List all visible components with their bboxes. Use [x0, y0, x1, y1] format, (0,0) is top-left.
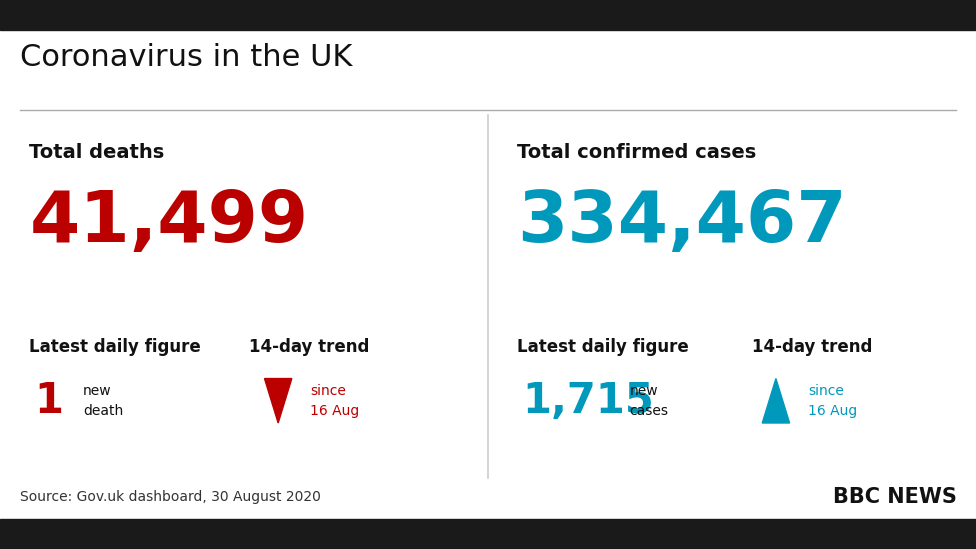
Text: new
death: new death — [83, 384, 123, 418]
Polygon shape — [264, 379, 292, 423]
Text: 334,467: 334,467 — [517, 188, 847, 257]
Text: Total confirmed cases: Total confirmed cases — [517, 143, 756, 162]
Text: since
16 Aug: since 16 Aug — [310, 384, 359, 418]
Text: Source: Gov.uk dashboard, 30 August 2020: Source: Gov.uk dashboard, 30 August 2020 — [20, 490, 320, 504]
Polygon shape — [762, 379, 790, 423]
Text: Latest daily figure: Latest daily figure — [517, 338, 689, 356]
Text: 1,715: 1,715 — [522, 380, 654, 422]
Text: since
16 Aug: since 16 Aug — [808, 384, 857, 418]
Text: BBC NEWS: BBC NEWS — [833, 487, 956, 507]
Text: Latest daily figure: Latest daily figure — [29, 338, 201, 356]
Text: 14-day trend: 14-day trend — [752, 338, 872, 356]
Bar — [0, 519, 976, 549]
Text: 1: 1 — [34, 380, 63, 422]
Text: Coronavirus in the UK: Coronavirus in the UK — [20, 43, 352, 72]
Bar — [0, 0, 976, 30]
Text: 41,499: 41,499 — [29, 188, 308, 257]
Text: new
cases: new cases — [630, 384, 669, 418]
Text: Total deaths: Total deaths — [29, 143, 165, 162]
Text: 14-day trend: 14-day trend — [249, 338, 369, 356]
